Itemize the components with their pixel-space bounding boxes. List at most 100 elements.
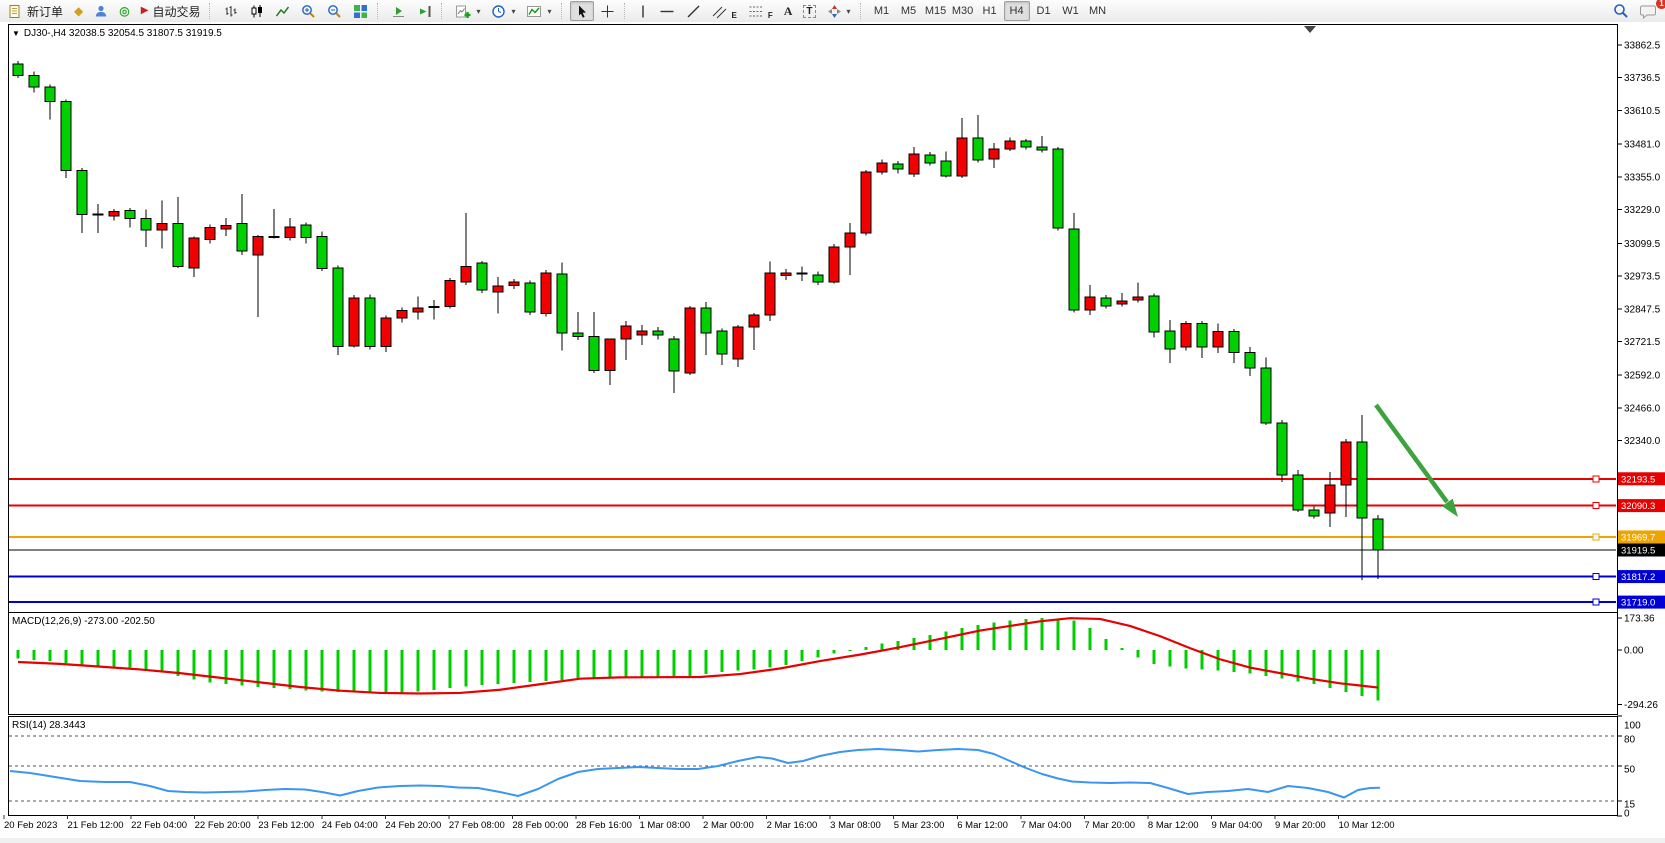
svg-text:22 Feb 20:00: 22 Feb 20:00 — [195, 820, 251, 831]
svg-text:2 Mar 00:00: 2 Mar 00:00 — [703, 820, 754, 831]
timeframe-h4-button[interactable]: H4 — [1003, 1, 1030, 21]
vertical-line-button[interactable] — [633, 1, 653, 21]
crosshair-button[interactable] — [595, 1, 620, 21]
svg-text:32973.5: 32973.5 — [1624, 272, 1661, 283]
indicators-button[interactable]: ▾ — [521, 1, 556, 21]
svg-text:32721.5: 32721.5 — [1624, 337, 1661, 348]
svg-text:1 Mar 08:00: 1 Mar 08:00 — [640, 820, 691, 831]
notifications-button[interactable]: 1 — [1635, 0, 1665, 21]
text-label-button[interactable]: T — [798, 1, 820, 21]
profiles-button[interactable]: ▾ — [486, 1, 520, 21]
trendline-button[interactable] — [681, 1, 706, 21]
toolbar-separator — [441, 3, 446, 19]
auto-trading-icon: ▶ — [140, 5, 149, 16]
new-order-label: 新订单 — [27, 4, 64, 19]
vertical-line-icon — [638, 4, 648, 19]
line-chart-button[interactable] — [270, 1, 295, 21]
trendline-icon — [686, 4, 701, 19]
auto-scroll-icon — [391, 4, 406, 19]
candles-layer — [12, 61, 1384, 581]
trend-arrow-annotation[interactable] — [1374, 403, 1458, 517]
zoom-out-button[interactable] — [322, 1, 347, 21]
hline-31969.7[interactable] — [9, 533, 1616, 541]
hline-31719.0[interactable] — [9, 598, 1616, 606]
svg-text:15: 15 — [1624, 800, 1636, 811]
new-chart-button[interactable]: ▾ — [450, 1, 485, 21]
timeframe-m30-button[interactable]: M30 — [950, 1, 976, 21]
svg-text:33229.0: 33229.0 — [1624, 205, 1661, 216]
cursor-button[interactable] — [569, 1, 594, 21]
timeframe-m15-button[interactable]: M15 — [923, 1, 949, 21]
fibonacci-letter: F — [767, 11, 773, 20]
new-order-button[interactable]: 新订单 — [3, 1, 68, 21]
signals-button[interactable]: ◎ — [114, 1, 134, 21]
chart-panel[interactable] — [8, 24, 1618, 613]
chevron-down-icon: ▾ — [511, 6, 516, 16]
zoom-out-icon — [327, 4, 342, 19]
svg-text:33862.5: 33862.5 — [1624, 41, 1661, 52]
timeframe-d1-button[interactable]: D1 — [1031, 1, 1057, 21]
horizontal-line-icon — [659, 4, 675, 19]
hline-32090.3[interactable] — [9, 502, 1616, 510]
timeframe-m5-button[interactable]: M5 — [896, 1, 922, 21]
svg-text:31817.2: 31817.2 — [1621, 572, 1655, 583]
price-tag-31969.7: 31969.7 — [1618, 530, 1665, 544]
horizontal-line-button[interactable] — [654, 1, 680, 21]
fibonacci-button[interactable]: F — [743, 1, 778, 21]
svg-text:3 Mar 08:00: 3 Mar 08:00 — [830, 820, 881, 831]
svg-text:7 Mar 20:00: 7 Mar 20:00 — [1084, 820, 1135, 831]
svg-text:31919.5: 31919.5 — [1621, 545, 1655, 556]
price-axis: 33862.5 33736.5 33610.5 33481.0 33355.0 33229… — [1617, 41, 1661, 447]
hline-31817.2[interactable] — [9, 573, 1616, 581]
svg-text:24 Feb 04:00: 24 Feb 04:00 — [322, 820, 378, 831]
svg-text:6 Mar 12:00: 6 Mar 12:00 — [957, 820, 1008, 831]
tile-windows-icon — [353, 4, 368, 19]
bar-chart-button[interactable] — [218, 1, 243, 21]
price-tag-31919.5: 31919.5 — [1618, 543, 1665, 557]
toolbar-separator — [560, 3, 566, 19]
chevron-down-icon: ▾ — [476, 6, 481, 16]
tile-windows-button[interactable] — [348, 1, 373, 21]
svg-text:28 Feb 00:00: 28 Feb 00:00 — [512, 820, 568, 831]
svg-text:32193.5: 32193.5 — [1621, 474, 1655, 485]
timeframe-h1-button[interactable]: H1 — [977, 1, 1003, 21]
macd-signal-line — [17, 617, 1379, 695]
chat-bubble-icon — [1640, 3, 1657, 20]
search-button[interactable] — [1608, 1, 1634, 21]
svg-text:32592.0: 32592.0 — [1624, 371, 1661, 382]
svg-text:20 Feb 2023: 20 Feb 2023 — [4, 820, 57, 831]
channel-button[interactable]: E — [707, 1, 742, 21]
svg-text:33099.5: 33099.5 — [1624, 239, 1661, 250]
channel-icon — [712, 4, 728, 19]
candlestick-chart-button[interactable] — [244, 1, 269, 21]
auto-trading-label: 自动交易 — [152, 4, 201, 19]
chevron-down-icon: ▾ — [547, 6, 552, 16]
chart-shift-marker[interactable] — [1304, 26, 1316, 33]
person-icon — [94, 4, 108, 18]
svg-text:32090.3: 32090.3 — [1621, 501, 1655, 512]
candlestick-chart-icon — [249, 4, 264, 19]
gold-button[interactable]: ◆ — [69, 1, 88, 21]
arrows-icon — [827, 4, 842, 19]
timeframe-w1-button[interactable]: W1 — [1058, 1, 1084, 21]
rsi-line — [9, 748, 1381, 799]
svg-text:22 Feb 04:00: 22 Feb 04:00 — [131, 820, 187, 831]
timeframe-mn-button[interactable]: MN — [1085, 1, 1111, 21]
auto-scroll-button[interactable] — [386, 1, 411, 21]
price-tag-32090.3: 32090.3 — [1618, 499, 1665, 513]
text-button[interactable]: A — [779, 1, 798, 21]
zoom-in-button[interactable] — [296, 1, 321, 21]
price-tag-32193.5: 32193.5 — [1618, 472, 1665, 486]
chart-shift-button[interactable] — [412, 1, 437, 21]
arrows-button[interactable]: ▾ — [822, 1, 856, 21]
timeframe-m1-button[interactable]: M1 — [869, 1, 895, 21]
chart-canvas[interactable]: 33862.5 33736.5 33610.5 33481.0 33355.0 33229… — [0, 22, 1665, 838]
auto-trading-button[interactable]: ▶ 自动交易 — [136, 1, 206, 21]
svg-text:23 Feb 12:00: 23 Feb 12:00 — [258, 820, 314, 831]
symbol-title[interactable]: ▼ DJ30-,H4 32038.5 32054.5 31807.5 31919.… — [12, 28, 222, 39]
svg-text:7 Mar 04:00: 7 Mar 04:00 — [1021, 820, 1072, 831]
community-button[interactable] — [89, 1, 113, 21]
svg-text:33610.5: 33610.5 — [1624, 106, 1661, 117]
toolbar: 新订单 ◆ ◎ ▶ 自动交易 — [0, 0, 1665, 23]
macd-indicator: 173.36 0.00 -294.26 — [16, 613, 1658, 711]
